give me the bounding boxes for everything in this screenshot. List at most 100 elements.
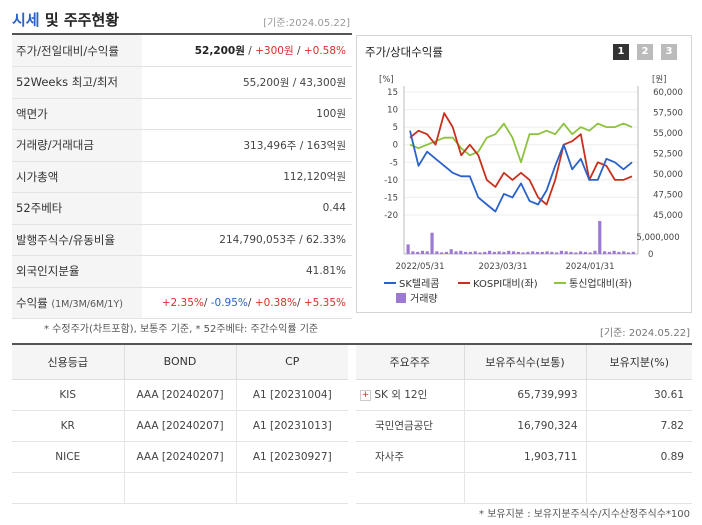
left-unit-label: [%] bbox=[379, 75, 394, 85]
volume-bar bbox=[526, 251, 530, 254]
volume-bar bbox=[483, 251, 487, 254]
volume-bar bbox=[502, 251, 506, 254]
row-value: 112,120억원 bbox=[142, 161, 352, 193]
right-tick-label: 47,500 bbox=[653, 191, 683, 201]
legend-kospi-label: KOSPI대비(좌) bbox=[473, 278, 538, 290]
return-6m: +0.38% bbox=[254, 296, 297, 309]
volume-bar bbox=[574, 252, 578, 254]
bond-rating: AAA [20240207] bbox=[124, 410, 237, 442]
volume-bar bbox=[468, 251, 472, 254]
credit-rating-table: 신용등급 BOND CP KIS AAA [20240207] A1 [2023… bbox=[12, 345, 348, 504]
legend-volume-label: 거래량 bbox=[410, 293, 438, 305]
right-tick-label: 52,500 bbox=[653, 150, 683, 160]
telecom-relative-line bbox=[409, 122, 633, 164]
holder-name-text: SK 외 12인 bbox=[374, 389, 428, 401]
table-row: 자사주 1,903,711 0.89 bbox=[356, 441, 692, 473]
holder-reference-date: [기준: 2024.05.22] bbox=[599, 328, 690, 339]
row-value: 55,200원 / 43,300원 bbox=[142, 66, 352, 99]
rating-agency: KIS bbox=[12, 379, 125, 411]
row-key: 수익률 (1M/3M/6M/1Y) bbox=[12, 287, 142, 319]
row-value: 52,200원 / +300원 / +0.58% bbox=[142, 35, 352, 67]
right-tick-label: 57,500 bbox=[653, 109, 683, 119]
volume-bar bbox=[497, 251, 501, 254]
volume-bar bbox=[406, 244, 410, 254]
cp-rating: A1 [20231004] bbox=[236, 379, 348, 411]
row-key: 52Weeks 최고/최저 bbox=[12, 66, 142, 99]
row-key: 거래량/거래대금 bbox=[12, 129, 142, 162]
return-3m: -0.95% bbox=[210, 296, 248, 309]
row-key: 발행주식수/유동비율 bbox=[12, 224, 142, 256]
volume-bar bbox=[430, 232, 434, 254]
volume-bar bbox=[420, 250, 425, 254]
left-tick-label: 10 bbox=[387, 106, 398, 116]
quote-footnote: * 수정주가(차트포함), 보통주 기준, * 52주베타: 주간수익률 기준 bbox=[44, 324, 319, 335]
holder-shares: 65,739,993 bbox=[464, 379, 587, 411]
left-tick-label: 0 bbox=[393, 141, 398, 151]
row-key: 52주베타 bbox=[12, 192, 142, 225]
table-row: 52Weeks 최고/최저 55,200원 / 43,300원 bbox=[12, 66, 352, 99]
bond-rating: AAA [20240207] bbox=[124, 441, 237, 473]
rating-agency: NICE bbox=[12, 441, 125, 473]
table-header-row: 주요주주 보유주식수(보통) 보유지분(%) bbox=[356, 345, 692, 380]
row-value: 100원 bbox=[142, 98, 352, 130]
volume-bar bbox=[631, 251, 635, 254]
volume-bar bbox=[511, 251, 516, 254]
holder-name[interactable]: + SK 외 12인 bbox=[356, 379, 465, 411]
table-row: + SK 외 12인 65,739,993 30.61 bbox=[356, 379, 692, 411]
price: 52,200원 bbox=[194, 45, 245, 57]
table-row: 외국인지분율 41.81% bbox=[12, 255, 352, 288]
returns-period: (1M/3M/6M/1Y) bbox=[51, 298, 123, 310]
right-tick-label: 55,000 bbox=[653, 129, 683, 139]
holder-shares: 1,903,711 bbox=[464, 441, 587, 473]
header-rating: 신용등급 bbox=[12, 345, 125, 380]
row-key: 주가/전일대비/수익률 bbox=[12, 35, 142, 67]
empty-cell bbox=[124, 472, 237, 504]
rating-agency: KR bbox=[12, 410, 125, 442]
table-row bbox=[12, 472, 348, 504]
row-key: 액면가 bbox=[12, 98, 142, 130]
volume-bar bbox=[559, 250, 564, 254]
empty-cell bbox=[236, 472, 348, 504]
left-tick-label: 5 bbox=[393, 123, 398, 133]
quote-table: 주가/전일대비/수익률 52,200원 / +300원 / +0.58% 52W… bbox=[12, 35, 352, 319]
table-row: KR AAA [20240207] A1 [20231013] bbox=[12, 410, 348, 442]
cp-rating: A1 [20231013] bbox=[236, 410, 348, 442]
volume-bar bbox=[545, 251, 549, 254]
volume-bar bbox=[440, 252, 444, 254]
right-unit-label: [원] bbox=[652, 75, 666, 85]
row-value: 41.81% bbox=[142, 255, 352, 288]
holder-shares: 16,790,324 bbox=[464, 410, 587, 442]
expand-plus-icon[interactable]: + bbox=[360, 389, 371, 401]
volume-bar bbox=[487, 250, 492, 254]
table-row bbox=[356, 472, 692, 504]
right-tick-label: 50,000 bbox=[653, 170, 683, 180]
volume-bar bbox=[521, 252, 525, 254]
holder-footnote: * 보유지분 : 보유지분주식수/지수산정주식수*100 bbox=[479, 509, 690, 520]
volume-bar bbox=[449, 249, 453, 254]
chart-page-3-button[interactable]: 3 bbox=[661, 44, 677, 60]
price-chart: [%] [원] 15 10 5 0 -5 -10 -15 -20 60,000 57,500 55,00… bbox=[379, 75, 683, 305]
volume-bar bbox=[540, 251, 544, 254]
volume-bar bbox=[569, 251, 573, 254]
volume-bar bbox=[598, 221, 602, 254]
table-row: 주가/전일대비/수익률 52,200원 / +300원 / +0.58% bbox=[12, 35, 352, 67]
volume-bar bbox=[626, 252, 631, 254]
chart-page-1-button[interactable]: 1 bbox=[613, 44, 629, 60]
reference-date: [기준:2024.05.22] bbox=[263, 18, 350, 29]
empty-cell bbox=[586, 472, 692, 504]
table-header-row: 신용등급 BOND CP bbox=[12, 345, 348, 380]
returns-label: 수익률 bbox=[16, 295, 48, 310]
header-bond: BOND bbox=[124, 345, 237, 380]
volume-bar bbox=[531, 251, 535, 254]
holder-name: 자사주 bbox=[356, 441, 465, 473]
header-stake: 보유지분(%) bbox=[586, 345, 692, 380]
volume-bar bbox=[555, 252, 559, 254]
table-row: 거래량/거래대금 313,496주 / 163억원 bbox=[12, 129, 352, 162]
x-tick-label: 2022/05/31 bbox=[396, 262, 445, 272]
empty-cell bbox=[356, 472, 465, 504]
volume-bar bbox=[473, 251, 477, 254]
chart-page-2-button[interactable]: 2 bbox=[637, 44, 653, 60]
volume-bar bbox=[435, 251, 439, 254]
row-key: 시가총액 bbox=[12, 161, 142, 193]
volume-bar bbox=[478, 252, 482, 254]
